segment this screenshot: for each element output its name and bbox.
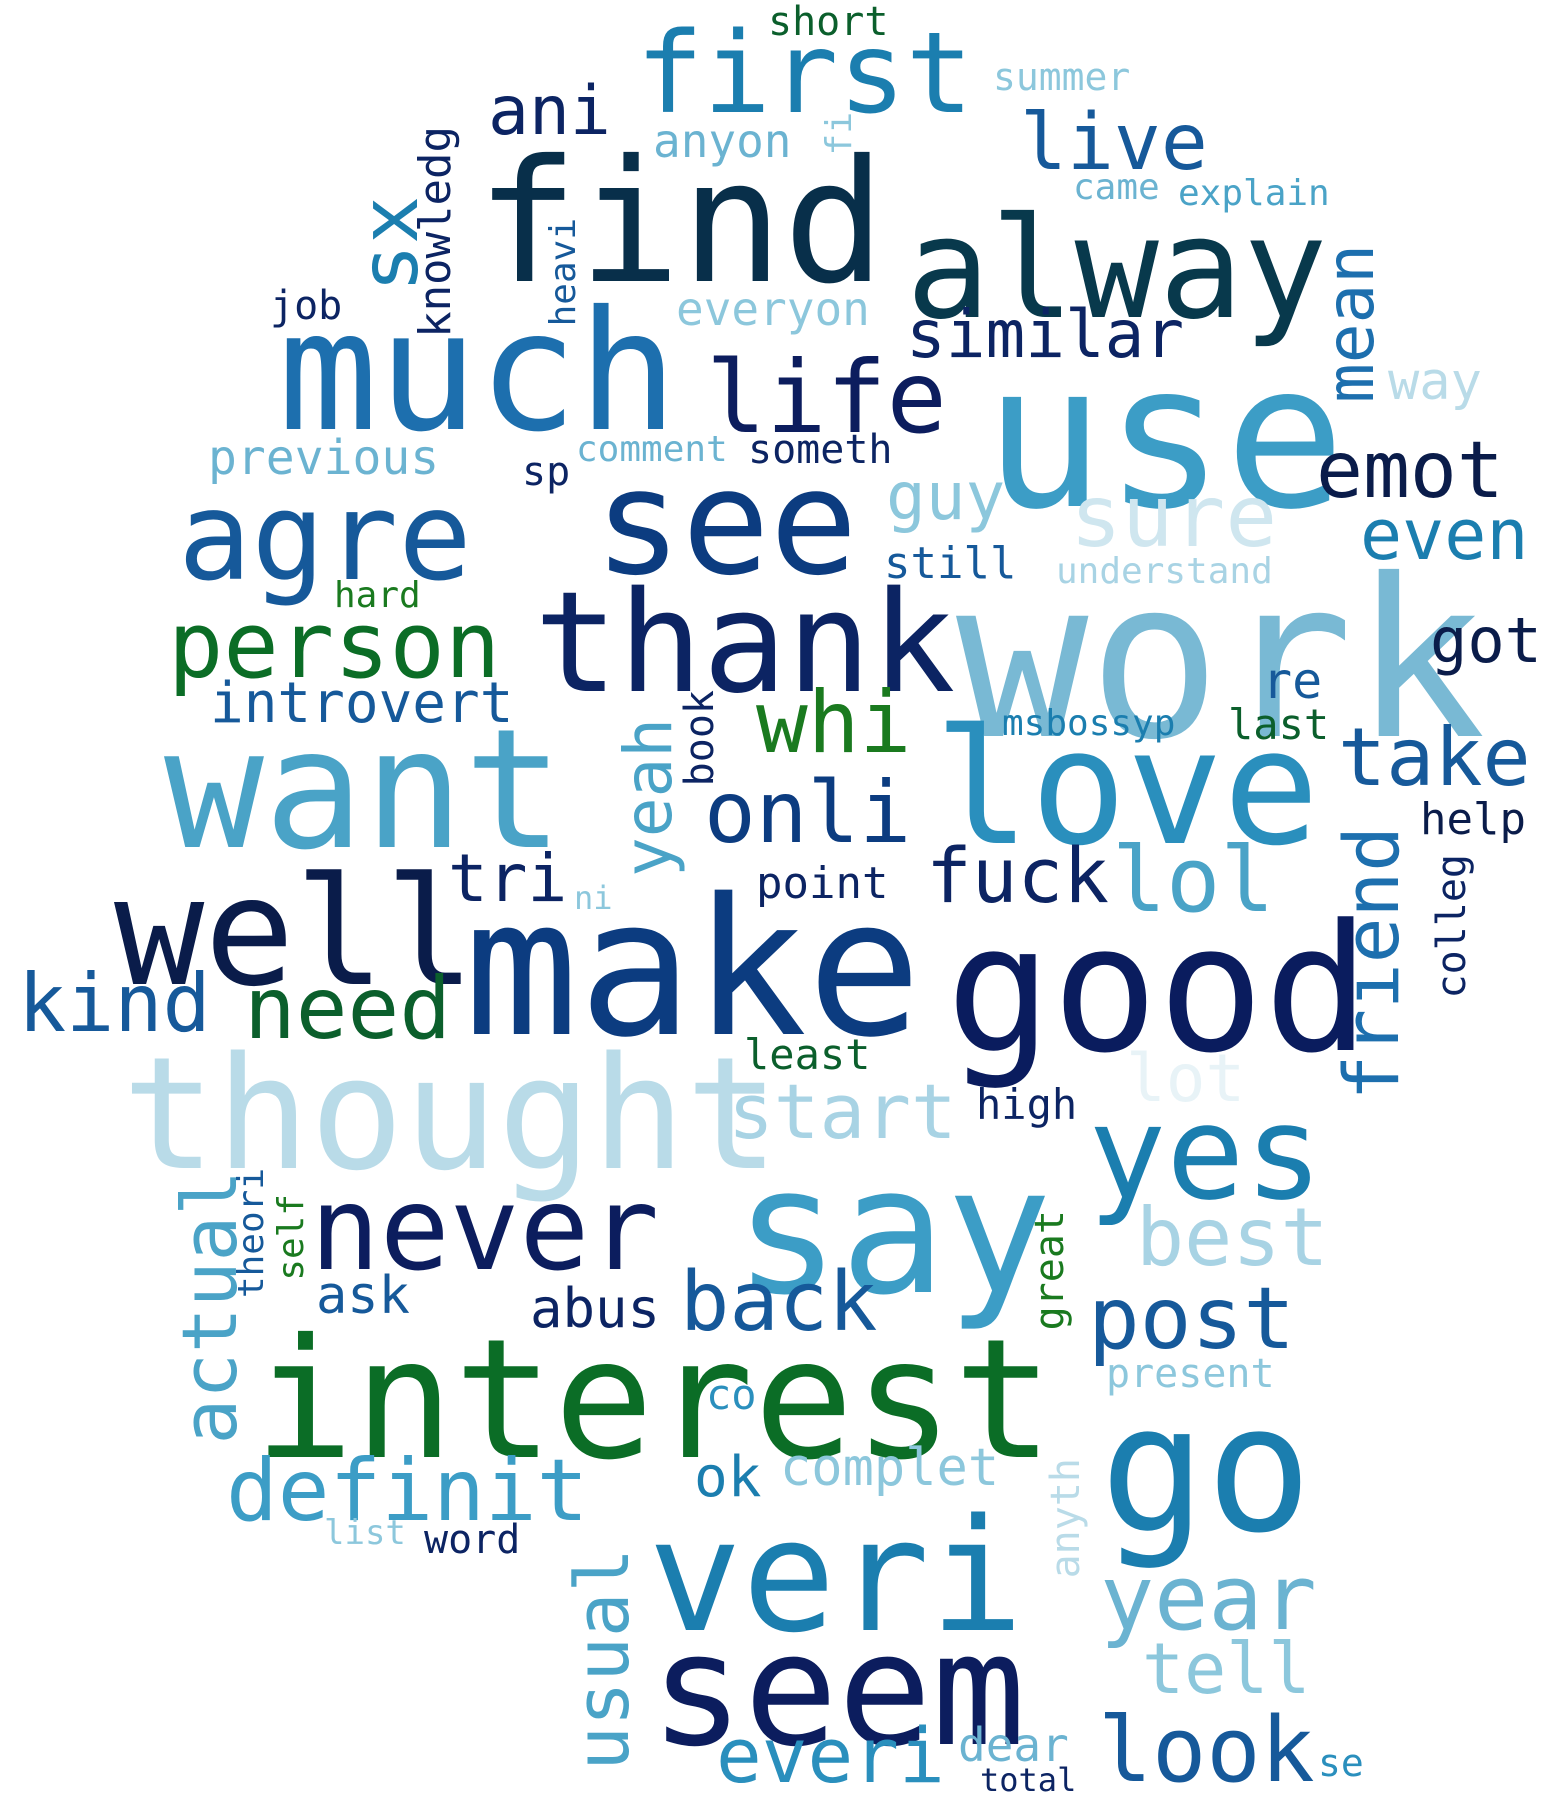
word-good: good — [946, 887, 1370, 1092]
word-usual: usual — [560, 1548, 646, 1771]
word-use: use — [984, 321, 1346, 554]
word-re: re — [1262, 652, 1323, 710]
word-want: want — [164, 694, 564, 887]
word-abus: abus — [530, 1277, 661, 1340]
word-came: came — [1073, 167, 1160, 208]
word-make: make — [464, 858, 922, 1079]
word-look: look — [1098, 1698, 1315, 1795]
word-short: short — [768, 0, 889, 45]
word-take: take — [1338, 711, 1531, 804]
word-colleg: colleg — [1429, 854, 1475, 999]
word-love: love — [934, 694, 1320, 881]
word-sp: sp — [522, 449, 571, 495]
word-hard: hard — [334, 575, 421, 616]
word-least: least — [744, 1030, 871, 1079]
word-say: say — [734, 1129, 1052, 1334]
word-lot: lot — [1126, 1040, 1246, 1117]
word-year: year — [1100, 1546, 1317, 1651]
word-ni: ni — [574, 879, 613, 917]
word-go: go — [1100, 1367, 1312, 1572]
word-tri: tri — [448, 840, 568, 917]
word-veri: veri — [648, 1485, 1024, 1667]
word-well: well — [114, 846, 476, 1020]
word-got: got — [1430, 604, 1542, 677]
word-everyon: everyon — [676, 282, 870, 336]
word-way: way — [1388, 352, 1482, 412]
word-thought: thought — [122, 1023, 780, 1205]
word-seem: seem — [650, 1599, 1026, 1781]
word-best: best — [1136, 1191, 1329, 1284]
word-summer: summer — [993, 55, 1131, 99]
word-anyon: anyon — [653, 114, 792, 168]
word-start: start — [728, 1067, 957, 1156]
word-still: still — [884, 538, 1017, 589]
word-tell: tell — [1142, 1628, 1311, 1710]
word-last: last — [1228, 700, 1330, 749]
word-never: never — [310, 1162, 660, 1297]
word-se: se — [1318, 1741, 1364, 1785]
word-ask: ask — [316, 1266, 410, 1326]
word-whi: whi — [756, 673, 912, 773]
word-co: co — [706, 1370, 757, 1419]
word-first: first — [636, 9, 974, 139]
word-present: present — [1106, 1351, 1275, 1397]
word-word: word — [424, 1517, 521, 1563]
word-help: help — [1420, 794, 1526, 845]
word-agre: agre — [178, 466, 472, 608]
word-everi: everi — [716, 1711, 945, 1795]
word-emot: emot — [1316, 426, 1504, 516]
word-even: even — [1360, 494, 1529, 576]
word-explain: explain — [1178, 173, 1330, 214]
word-definit: definit — [226, 1441, 589, 1541]
word-yeah: yeah — [610, 718, 687, 877]
word-dear: dear — [958, 1718, 1069, 1772]
word-back: back — [680, 1255, 878, 1350]
word-person: person — [168, 592, 501, 699]
word-much: much — [278, 276, 678, 469]
word-interest: interest — [254, 1304, 1054, 1497]
word-post: post — [1088, 1269, 1296, 1369]
word-high: high — [976, 1080, 1078, 1129]
word-kind: kind — [18, 957, 211, 1050]
word-onli: onli — [704, 763, 912, 863]
word-sure: sure — [1070, 467, 1278, 567]
word-fuck: fuck — [926, 831, 1110, 920]
word-lol: lol — [1112, 828, 1275, 933]
word-yes: yes — [1088, 1077, 1323, 1229]
word-understand: understand — [1056, 551, 1273, 592]
word-someth: someth — [748, 427, 893, 473]
word-life: life — [706, 339, 947, 456]
word-similar: similar — [906, 296, 1185, 373]
word-list: list — [324, 1513, 406, 1553]
word-ok: ok — [694, 1445, 762, 1510]
word-see: see — [594, 438, 858, 608]
word-theori: theori — [231, 1168, 272, 1299]
word-introvert: introvert — [210, 671, 514, 736]
word-guy: guy — [886, 458, 1006, 535]
word-anyth: anyth — [1043, 1458, 1089, 1579]
word-find: find — [476, 124, 886, 322]
word-self: self — [271, 1194, 312, 1281]
word-previous: previous — [208, 430, 440, 486]
word-need: need — [244, 959, 452, 1059]
word-msbossyp: msbossyp — [1002, 703, 1176, 744]
word-job: job — [270, 283, 343, 329]
word-point: point — [756, 858, 889, 909]
word-thank: thank — [534, 562, 956, 725]
word-live: live — [1020, 98, 1208, 188]
word-complet: complet — [780, 1438, 1000, 1498]
word-ani: ani — [488, 72, 611, 151]
word-alway: alway — [906, 188, 1328, 351]
word-comment: comment — [576, 429, 728, 470]
word-total: total — [980, 1761, 1077, 1795]
word-work: work — [956, 532, 1486, 788]
